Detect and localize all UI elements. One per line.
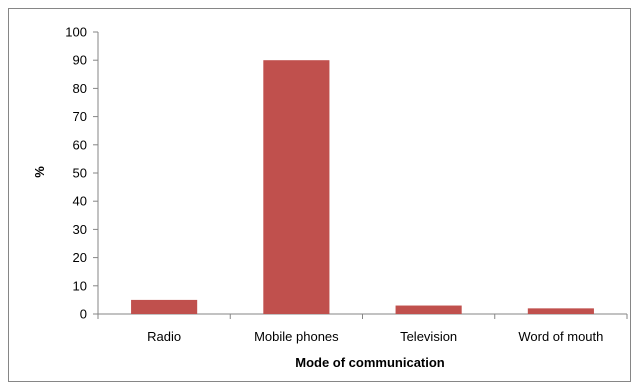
x-category-label: Radio (147, 329, 181, 344)
y-tick-label: 20 (73, 250, 87, 265)
y-tick-label: 80 (73, 81, 87, 96)
y-tick-label: 100 (65, 25, 87, 40)
x-category-label: Television (400, 329, 457, 344)
bar (131, 299, 198, 314)
bars (131, 60, 594, 315)
y-tick-label: 90 (73, 53, 87, 68)
y-tick-label: 10 (73, 278, 87, 293)
y-tick-label: 50 (73, 166, 87, 181)
y-tick-label: 30 (73, 222, 87, 237)
bar (527, 308, 594, 314)
x-axis-title: Mode of communication (295, 355, 445, 370)
x-category-label: Mobile phones (254, 329, 339, 344)
y-axis-title: % (32, 166, 47, 178)
y-tick-label: 60 (73, 137, 87, 152)
y-tick-label: 40 (73, 194, 87, 209)
y-axis: 0 10 20 30 40 50 60 70 80 90 100 (65, 25, 99, 322)
y-tick-label: 70 (73, 109, 87, 124)
x-category-label: Word of mouth (518, 329, 603, 344)
bar (395, 305, 462, 314)
y-tick-label: 0 (80, 307, 87, 322)
x-axis: Radio Mobile phones Television Word of mout… (97, 313, 628, 344)
bar (263, 60, 330, 315)
